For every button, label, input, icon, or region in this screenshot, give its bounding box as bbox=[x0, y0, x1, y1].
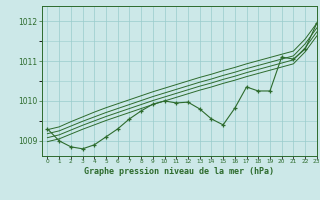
X-axis label: Graphe pression niveau de la mer (hPa): Graphe pression niveau de la mer (hPa) bbox=[84, 167, 274, 176]
